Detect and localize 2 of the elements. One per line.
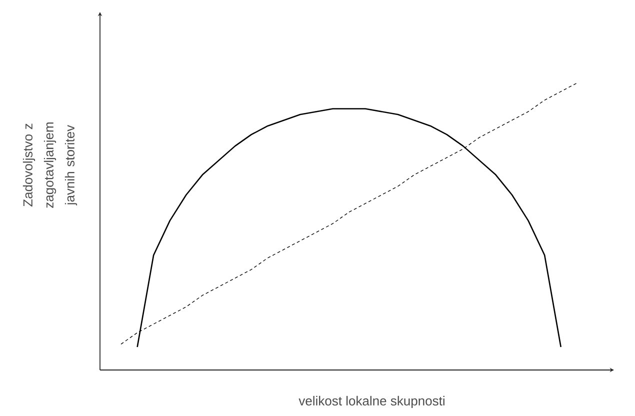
y-axis-title: Zadovoljstvo z zagotavljanjem javnih storitev [22,122,78,208]
x-axis-title: velikost lokalne skupnosti [298,396,444,408]
